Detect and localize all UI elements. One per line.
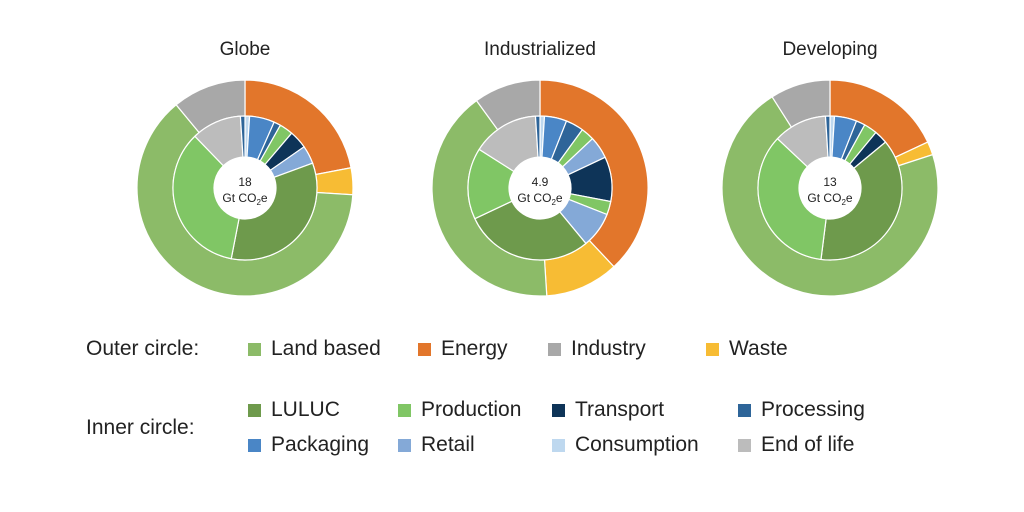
luluc-swatch (248, 403, 261, 417)
legend-item-land-based: Land based (248, 337, 381, 361)
legend-inner-label: Inner circle: (86, 416, 195, 439)
land-based-swatch (248, 342, 261, 356)
chart-title: Globe (220, 39, 271, 60)
legend-item-label: LULUC (271, 398, 340, 421)
donut-center (799, 157, 861, 219)
packaging-swatch (248, 438, 261, 452)
production-swatch (398, 403, 411, 417)
end-of-life-swatch (738, 438, 751, 452)
legend-item-production: Production (398, 398, 521, 422)
legend-item-waste: Waste (706, 337, 788, 361)
waste-swatch (706, 342, 719, 356)
legend-item-retail: Retail (398, 433, 475, 457)
industry-swatch (548, 342, 561, 356)
center-total-unit: Gt CO2e (807, 191, 852, 207)
center-total-value: 18 (238, 175, 252, 189)
legend-item-transport: Transport (552, 398, 664, 422)
transport-swatch (552, 403, 565, 417)
legend-item-packaging: Packaging (248, 433, 369, 457)
legend-item-label: End of life (761, 433, 855, 456)
legend-item-label: Land based (271, 337, 381, 360)
donut-center (509, 157, 571, 219)
legend-item-label: Processing (761, 398, 865, 421)
legend-item-label: Energy (441, 337, 508, 360)
legend-item-label: Production (421, 398, 522, 421)
legend-item-label: Packaging (271, 433, 370, 456)
center-total-value: 4.9 (532, 175, 549, 189)
legend-item-label: Waste (729, 337, 788, 360)
donut-globe: Globe 18 Gt CO2e (136, 39, 354, 297)
legend-item-consumption: Consumption (552, 433, 699, 457)
donut-center (214, 157, 276, 219)
chart-title: Industrialized (484, 39, 596, 60)
center-total-unit: Gt CO2e (222, 191, 267, 207)
donut-developing: Developing 13 Gt CO2e (721, 39, 939, 297)
legend-item-industry: Industry (548, 337, 646, 361)
donut-industrialized: Industrialized 4.9 Gt CO2e (431, 39, 649, 297)
legend-item-label: Industry (571, 337, 646, 360)
processing-swatch (738, 403, 751, 417)
legend-item-label: Transport (575, 398, 665, 421)
legend-item-energy: Energy (418, 337, 508, 361)
center-total-unit: Gt CO2e (517, 191, 562, 207)
retail-swatch (398, 438, 411, 452)
legend-outer-label: Outer circle: (86, 337, 200, 360)
legend-item-label: Consumption (575, 433, 699, 456)
energy-swatch (418, 342, 431, 356)
legend-item-luluc: LULUC (248, 398, 340, 422)
chart-title: Developing (782, 39, 877, 60)
legend-item-end-of-life: End of life (738, 433, 854, 457)
center-total-value: 13 (823, 175, 837, 189)
legend-item-processing: Processing (738, 398, 865, 422)
consumption-swatch (552, 438, 565, 452)
legend-item-label: Retail (421, 433, 475, 456)
